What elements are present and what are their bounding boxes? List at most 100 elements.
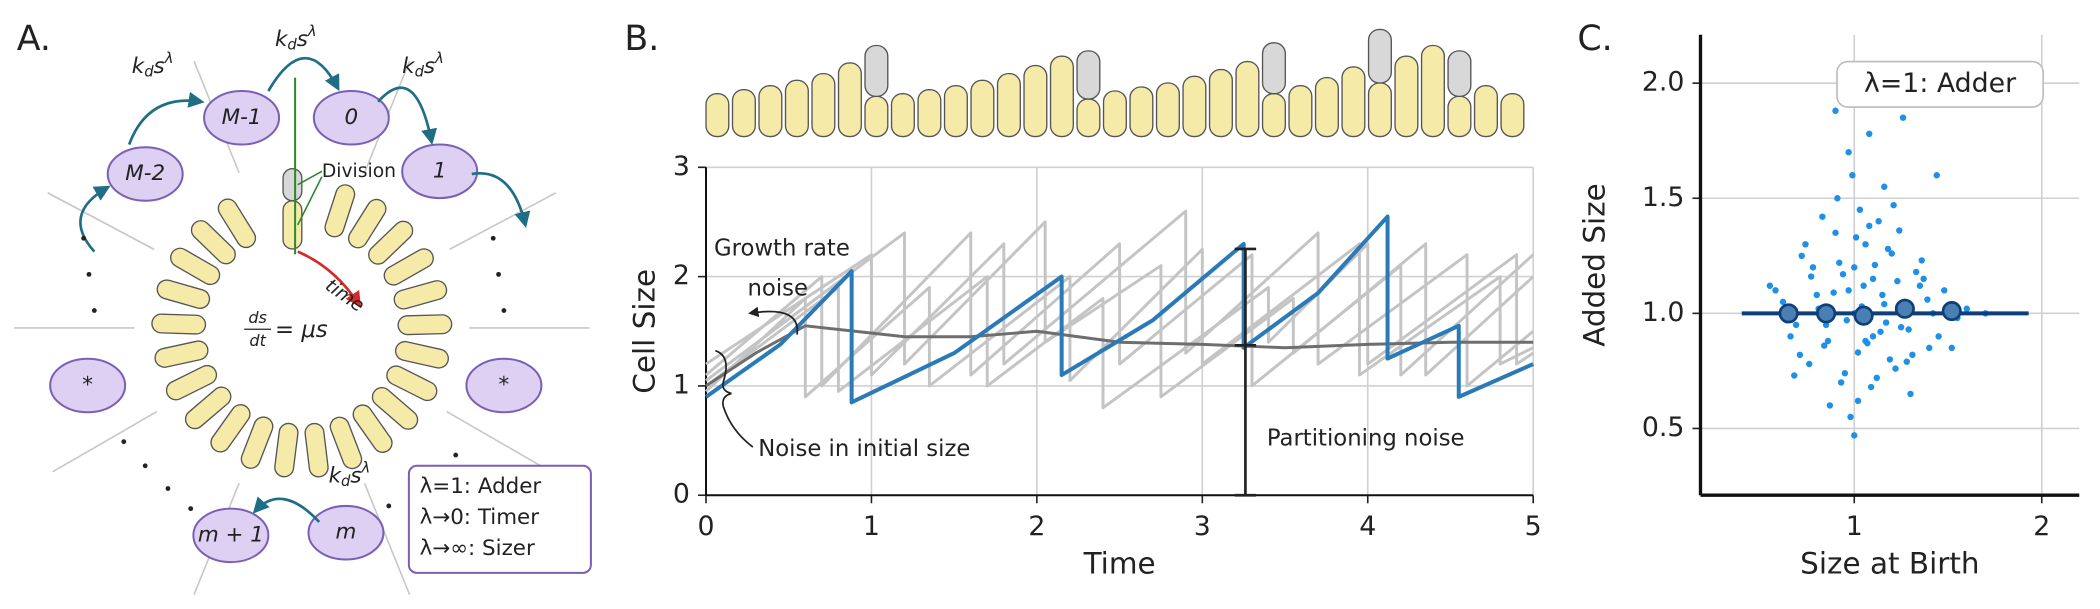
strip-dividing-cell bbox=[1261, 42, 1286, 95]
series-line bbox=[705, 242, 1534, 410]
scatter-point bbox=[1845, 148, 1852, 156]
scatter-point bbox=[1892, 365, 1899, 372]
scatter-point bbox=[1877, 328, 1884, 335]
scatter-point bbox=[1787, 333, 1794, 340]
strip-cell bbox=[1155, 82, 1180, 138]
strip-cell bbox=[1341, 66, 1366, 138]
strip-cell bbox=[811, 72, 836, 138]
series-line bbox=[705, 242, 1534, 399]
scatter-point bbox=[1926, 344, 1933, 352]
scatter-point bbox=[1907, 390, 1914, 398]
equation-numerator: ds bbox=[248, 308, 267, 327]
cell bbox=[240, 416, 274, 469]
strip-cell bbox=[1076, 98, 1101, 138]
rate-d: d bbox=[287, 37, 297, 54]
strip-dividing-cell bbox=[864, 44, 889, 98]
equation-denominator: dt bbox=[249, 331, 266, 350]
time-label: time bbox=[321, 275, 368, 316]
transition-arrow bbox=[377, 86, 438, 146]
scatter-point bbox=[1836, 259, 1843, 266]
rate-lambda: λ bbox=[307, 23, 317, 40]
sector-line bbox=[363, 482, 411, 596]
y-tick-label: 1.0 bbox=[1642, 297, 1685, 328]
scatter-point bbox=[1766, 282, 1774, 289]
strip-cell bbox=[758, 84, 783, 138]
sector-line bbox=[47, 192, 155, 251]
cell bbox=[352, 404, 393, 453]
scatter-point bbox=[1806, 360, 1813, 368]
strip-cell bbox=[996, 72, 1021, 138]
x-axis-label: Time bbox=[1083, 546, 1156, 580]
x-tick-label: 5 bbox=[1525, 511, 1542, 542]
strip-cell bbox=[1235, 60, 1260, 138]
panel-label: C. bbox=[1577, 19, 1612, 59]
state-node bbox=[203, 90, 281, 146]
state-node bbox=[307, 504, 385, 561]
cell bbox=[184, 386, 232, 430]
scatter-point bbox=[1772, 287, 1779, 294]
scatter-point bbox=[1869, 333, 1877, 340]
scatter-point bbox=[1779, 298, 1787, 306]
scatter-point bbox=[1847, 413, 1854, 421]
strip-cell bbox=[1049, 55, 1074, 138]
scatter-point bbox=[1791, 372, 1798, 379]
scatter-point bbox=[1888, 250, 1895, 257]
state-node bbox=[49, 357, 127, 414]
initial-size-brace bbox=[715, 349, 754, 448]
dividing-cell bbox=[282, 167, 303, 202]
scatter-point bbox=[1897, 323, 1905, 331]
scatter-point bbox=[1933, 172, 1940, 179]
cell bbox=[210, 404, 251, 453]
x-axis-label: Size at Birth bbox=[1800, 546, 1979, 580]
sector-line bbox=[446, 410, 552, 473]
division-label: Division bbox=[322, 161, 396, 182]
transition-arrow bbox=[252, 496, 321, 523]
y-tick-label: 3 bbox=[673, 151, 690, 182]
cell bbox=[156, 279, 211, 309]
cell bbox=[170, 247, 221, 286]
x-tick-label: 0 bbox=[697, 511, 714, 542]
cell bbox=[190, 220, 236, 265]
scatter-point bbox=[1843, 317, 1850, 324]
division-pointer bbox=[297, 170, 323, 226]
partition-bar bbox=[1234, 247, 1257, 497]
series-line bbox=[705, 324, 1534, 388]
scatter-point bbox=[1963, 305, 1970, 312]
x-tick-label: 1 bbox=[863, 511, 880, 542]
strip-cell bbox=[1261, 93, 1286, 138]
y-tick-label: 0 bbox=[673, 479, 690, 510]
ellipsis-dot bbox=[91, 308, 97, 313]
rate-label: kdsλ bbox=[275, 23, 317, 53]
rate-label: kdsλ bbox=[402, 50, 444, 80]
scatter-point bbox=[1854, 349, 1862, 356]
transition-arrow bbox=[267, 57, 340, 92]
ellipsis-dot bbox=[142, 463, 148, 469]
transition-arrow bbox=[471, 171, 531, 228]
scatter-point bbox=[1832, 229, 1839, 236]
state-node bbox=[465, 357, 543, 414]
rate-k: k bbox=[275, 27, 289, 52]
series-line bbox=[705, 209, 1535, 388]
annotation: Partitioning noise bbox=[1267, 426, 1465, 452]
ellipsis-dot bbox=[165, 486, 171, 491]
cell bbox=[217, 198, 257, 249]
x-tick-label: 1 bbox=[1846, 511, 1863, 542]
scatter-point bbox=[1909, 351, 1916, 359]
annotation-box bbox=[1836, 60, 2044, 108]
annotation: Noise in initial size bbox=[758, 436, 970, 462]
binned-mean bbox=[1778, 303, 1799, 324]
strip-cell bbox=[970, 79, 995, 138]
scatter-point bbox=[1809, 264, 1817, 271]
rate-lambda: λ bbox=[434, 50, 444, 67]
state-node bbox=[192, 507, 270, 564]
y-tick-label: 2 bbox=[673, 260, 690, 291]
x-tick-label: 2 bbox=[2033, 511, 2050, 542]
scatter-point bbox=[1862, 241, 1869, 248]
cell bbox=[394, 340, 449, 369]
scatter-point bbox=[1920, 275, 1927, 283]
scatter-point bbox=[1884, 245, 1892, 253]
scatter-point bbox=[1899, 114, 1907, 121]
legend-text: λ→0: Timer bbox=[420, 505, 540, 530]
rate-label: kdsλ bbox=[329, 459, 371, 489]
state-label: M-2 bbox=[125, 161, 165, 186]
